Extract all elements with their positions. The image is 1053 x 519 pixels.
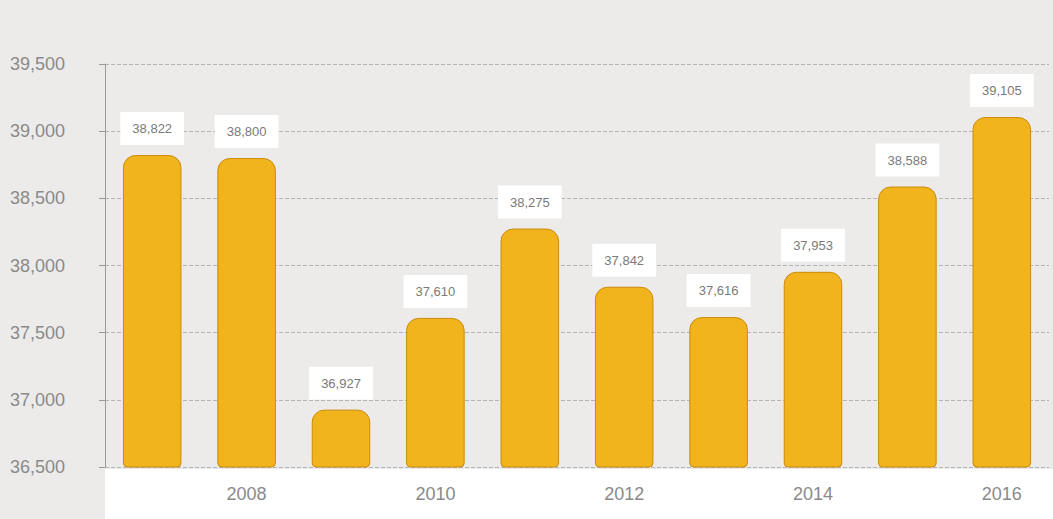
svg-text:39,000: 39,000 — [10, 121, 65, 141]
svg-text:36,500: 36,500 — [10, 457, 65, 477]
svg-text:2014: 2014 — [793, 484, 833, 504]
svg-text:37,842: 37,842 — [604, 253, 644, 268]
svg-text:38,000: 38,000 — [10, 256, 65, 276]
svg-text:37,500: 37,500 — [10, 323, 65, 343]
svg-text:2016: 2016 — [982, 484, 1022, 504]
svg-text:38,800: 38,800 — [227, 124, 267, 139]
svg-text:38,588: 38,588 — [888, 153, 928, 168]
svg-text:2008: 2008 — [227, 484, 267, 504]
svg-text:2010: 2010 — [415, 484, 455, 504]
svg-text:37,953: 37,953 — [793, 238, 833, 253]
svg-text:37,610: 37,610 — [416, 284, 456, 299]
svg-text:38,275: 38,275 — [510, 195, 550, 210]
svg-text:36,927: 36,927 — [321, 376, 361, 391]
svg-text:39,105: 39,105 — [982, 83, 1022, 98]
svg-text:37,000: 37,000 — [10, 390, 65, 410]
svg-text:39,500: 39,500 — [10, 54, 65, 74]
svg-text:37,616: 37,616 — [699, 283, 739, 298]
svg-text:38,500: 38,500 — [10, 188, 65, 208]
svg-text:38,822: 38,822 — [132, 121, 172, 136]
svg-text:2012: 2012 — [604, 484, 644, 504]
